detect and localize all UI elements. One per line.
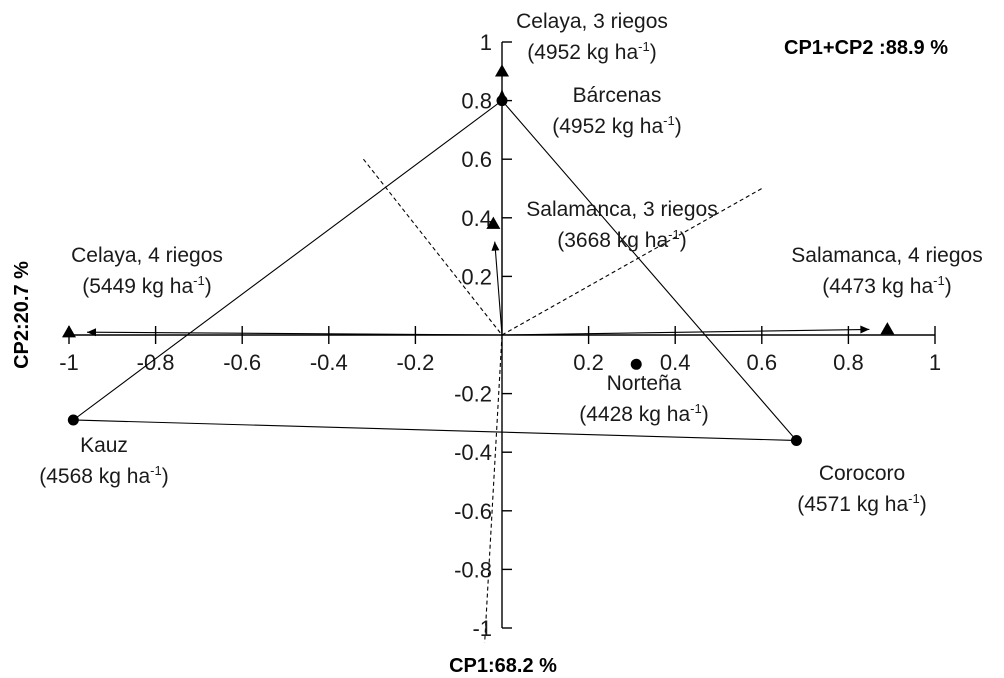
environment-marker [880, 322, 895, 335]
genotype-polygon [71, 99, 798, 442]
y-axis-title: CP2:20.7 % [11, 261, 33, 369]
environment-vector-3 [86, 331, 503, 336]
environment-vectors [86, 89, 870, 337]
y-tick-label: -0.8 [454, 557, 492, 582]
point-label-yield: (4571 kg ha-1) [797, 491, 926, 516]
point-label-name: Celaya, 3 riegos [516, 10, 668, 33]
point-label-name: Norteña [607, 372, 682, 395]
genotype-point [496, 95, 508, 107]
point-label-yield: (4568 kg ha-1) [39, 463, 168, 488]
polygon [71, 99, 798, 442]
y-tick-label: -1 [472, 616, 492, 641]
x-tick-label: -0.8 [137, 350, 175, 375]
genotype-point [67, 414, 79, 426]
arrowhead [860, 325, 870, 334]
point-label-yield: (4428 kg ha-1) [579, 401, 708, 426]
point-label-yield: (4473 kg ha-1) [822, 273, 951, 298]
x-tick-label: -1 [59, 350, 79, 375]
point-label-name: Salamanca, 3 riegos [526, 198, 717, 221]
y-tick-label: -0.2 [454, 382, 492, 407]
point-label-name: Bárcenas [573, 84, 662, 107]
environment-marker [62, 325, 76, 338]
y-tick-label: 0.2 [461, 264, 492, 289]
points [62, 64, 895, 446]
x-axis-title: CP1:68.2 % [449, 655, 557, 677]
ticks: -1 -0.8 -0.6 -0.4 -0.2 0.2 0.4 0.6 0.8 1 1 0.8 0.6 0.… [59, 30, 941, 641]
point-label-name: Kauz [80, 434, 128, 457]
point-label-name: Corocoro [819, 462, 905, 485]
genotype-point [790, 434, 802, 446]
y-tick-label: -0.4 [454, 440, 492, 465]
x-tick-label: 0.6 [747, 350, 778, 375]
y-tick-label: 1 [480, 30, 492, 55]
dashed-line-2 [501, 188, 763, 336]
environment-vector-4 [501, 328, 870, 336]
point-labels: Celaya, 3 riegos (4952 kg ha-1) Salamanca,… [39, 10, 982, 516]
environment-vector-2 [494, 241, 503, 336]
arrowhead [86, 328, 97, 337]
y-tick-label: -0.6 [454, 499, 492, 524]
environment-marker [495, 64, 509, 77]
environment-marker [486, 216, 501, 229]
x-tick-label: 0.8 [833, 350, 864, 375]
point-label-name: Salamanca, 4 riegos [791, 244, 982, 267]
arrowhead [491, 241, 500, 251]
annotation-total-variance: CP1+CP2 :88.9 % [784, 37, 948, 59]
point-label-name: Celaya, 4 riegos [71, 244, 223, 267]
y-tick-label: 0.6 [461, 147, 492, 172]
x-tick-label: 0.2 [573, 350, 604, 375]
dashed-line-1 [363, 158, 503, 336]
x-tick-label: -0.2 [396, 350, 434, 375]
x-tick-label: -0.6 [223, 350, 261, 375]
y-tick-label: 0.8 [461, 89, 492, 114]
dashed-lines [363, 158, 763, 643]
point-label-yield: (4952 kg ha-1) [527, 39, 656, 64]
dashed-line-3 [484, 334, 503, 643]
point-label-yield: (5449 kg ha-1) [82, 273, 211, 298]
y-tick-label: 0.4 [461, 206, 492, 231]
x-tick-label: 1 [929, 350, 941, 375]
point-label-yield: (4952 kg ha-1) [552, 113, 681, 138]
x-tick-label: -0.4 [310, 350, 348, 375]
genotype-point [630, 358, 642, 370]
point-label-yield: (3668 kg ha-1) [557, 227, 686, 252]
x-tick-label: 0.4 [660, 350, 691, 375]
